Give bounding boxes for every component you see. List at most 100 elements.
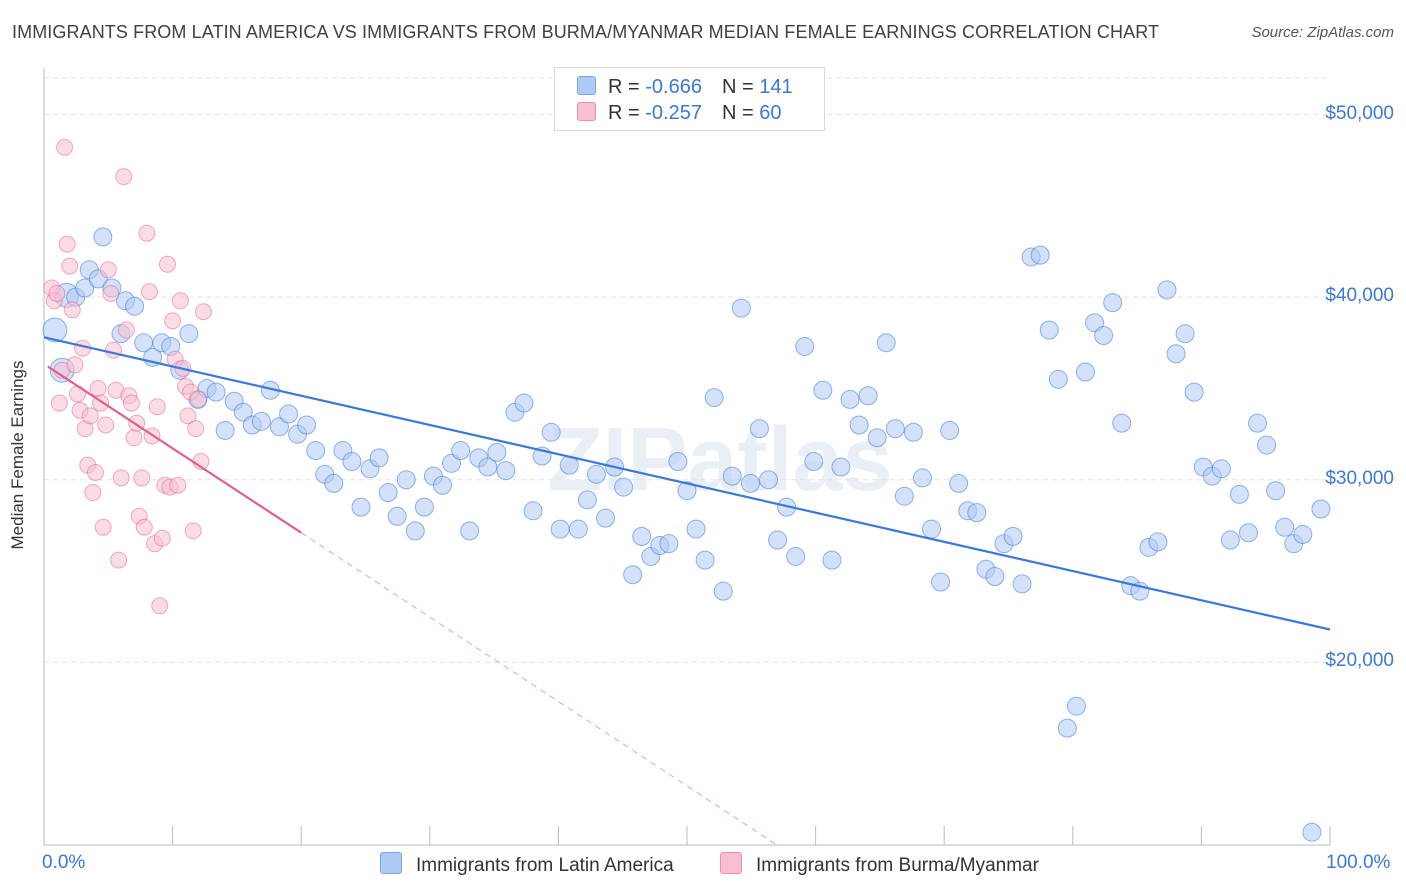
point-latin-america bbox=[1293, 525, 1313, 545]
point-latin-america bbox=[840, 389, 860, 409]
point-burma bbox=[89, 379, 107, 397]
point-latin-america bbox=[1112, 413, 1132, 433]
point-latin-america bbox=[632, 526, 652, 546]
point-latin-america bbox=[478, 457, 498, 477]
point-burma bbox=[56, 138, 74, 156]
point-latin-america bbox=[1175, 324, 1195, 344]
point-latin-america bbox=[523, 501, 543, 521]
point-latin-america bbox=[731, 298, 751, 318]
point-latin-america bbox=[369, 448, 389, 468]
point-latin-america bbox=[460, 521, 480, 541]
point-latin-america bbox=[749, 419, 769, 439]
trend-extension-burma bbox=[300, 532, 778, 846]
point-burma bbox=[81, 407, 99, 425]
point-latin-america bbox=[768, 530, 788, 550]
legend-row-burma: R = -0.257 N = 60 bbox=[577, 102, 781, 125]
point-latin-america bbox=[1275, 517, 1295, 537]
point-burma bbox=[48, 284, 66, 302]
point-burma bbox=[189, 390, 207, 408]
y-tick-label: $50,000 bbox=[1325, 102, 1394, 124]
point-latin-america bbox=[297, 415, 317, 435]
point-latin-america bbox=[786, 546, 806, 566]
point-latin-america bbox=[849, 415, 869, 435]
point-latin-america bbox=[42, 317, 68, 343]
point-burma bbox=[102, 284, 120, 302]
data-points bbox=[42, 138, 1331, 842]
point-burma bbox=[135, 518, 153, 536]
legend-row-latin-america: R = -0.666 N = 141 bbox=[577, 76, 793, 99]
point-latin-america bbox=[179, 324, 199, 344]
point-burma bbox=[187, 420, 205, 438]
point-latin-america bbox=[912, 468, 932, 488]
point-latin-america bbox=[885, 419, 905, 439]
point-latin-america bbox=[279, 404, 299, 424]
point-latin-america bbox=[940, 420, 960, 440]
point-burma bbox=[179, 407, 197, 425]
bottom-legend-swatch-blue bbox=[380, 852, 402, 874]
point-latin-america bbox=[659, 534, 679, 554]
point-burma bbox=[184, 522, 202, 540]
point-latin-america bbox=[858, 386, 878, 406]
point-latin-america bbox=[1039, 320, 1059, 340]
point-burma bbox=[50, 394, 68, 412]
point-latin-america bbox=[93, 227, 113, 247]
point-burma bbox=[194, 303, 212, 321]
trend-line-burma bbox=[47, 365, 302, 534]
point-latin-america bbox=[432, 475, 452, 495]
point-latin-america bbox=[822, 550, 842, 570]
legend: R = -0.666 N = 141 R = -0.257 N = 60 bbox=[554, 67, 825, 131]
point-burma bbox=[63, 301, 81, 319]
point-latin-america bbox=[1311, 499, 1331, 519]
point-latin-america bbox=[903, 422, 923, 442]
trend-lines bbox=[43, 336, 1331, 846]
point-latin-america bbox=[1157, 280, 1177, 300]
point-burma bbox=[164, 312, 182, 330]
point-latin-america bbox=[623, 565, 643, 585]
point-latin-america bbox=[541, 422, 561, 442]
point-burma bbox=[110, 551, 128, 569]
point-latin-america bbox=[351, 497, 371, 517]
point-latin-america bbox=[75, 278, 95, 298]
point-latin-america bbox=[668, 452, 688, 471]
point-latin-america bbox=[550, 519, 570, 539]
point-burma bbox=[169, 476, 187, 494]
point-latin-america bbox=[614, 477, 634, 497]
point-latin-america bbox=[795, 336, 815, 356]
y-tick-label: $20,000 bbox=[1325, 650, 1394, 672]
point-latin-america bbox=[1003, 526, 1023, 546]
point-latin-america bbox=[514, 393, 534, 413]
point-latin-america bbox=[586, 464, 606, 484]
point-latin-america bbox=[215, 420, 235, 440]
point-latin-america bbox=[206, 382, 226, 402]
point-burma bbox=[94, 518, 112, 536]
bottom-legend-latin-america: Immigrants from Latin America bbox=[380, 852, 674, 877]
point-latin-america bbox=[1166, 344, 1186, 364]
point-latin-america bbox=[1266, 481, 1286, 501]
point-latin-america bbox=[1302, 822, 1322, 842]
point-latin-america bbox=[677, 481, 697, 501]
point-latin-america bbox=[306, 441, 326, 461]
point-latin-america bbox=[1012, 574, 1032, 594]
point-latin-america bbox=[1103, 293, 1123, 313]
point-latin-america bbox=[985, 567, 1005, 587]
point-burma bbox=[58, 235, 76, 253]
point-latin-america bbox=[1248, 413, 1268, 433]
bottom-legend-swatch-pink bbox=[720, 852, 742, 874]
point-latin-america bbox=[1184, 382, 1204, 402]
point-latin-america bbox=[813, 380, 833, 400]
point-latin-america bbox=[1030, 245, 1050, 265]
point-latin-america bbox=[1238, 523, 1258, 543]
point-latin-america bbox=[894, 486, 914, 506]
point-latin-america bbox=[1257, 435, 1277, 455]
point-burma bbox=[138, 224, 156, 242]
point-latin-america bbox=[1057, 718, 1077, 738]
point-burma bbox=[140, 283, 158, 301]
point-latin-america bbox=[876, 333, 896, 353]
legend-swatch-blue bbox=[577, 76, 596, 95]
point-latin-america bbox=[740, 473, 760, 493]
point-latin-america bbox=[967, 503, 987, 523]
point-latin-america bbox=[405, 521, 425, 541]
point-latin-america bbox=[1229, 484, 1249, 504]
point-latin-america bbox=[414, 497, 434, 517]
point-latin-america bbox=[324, 473, 344, 493]
